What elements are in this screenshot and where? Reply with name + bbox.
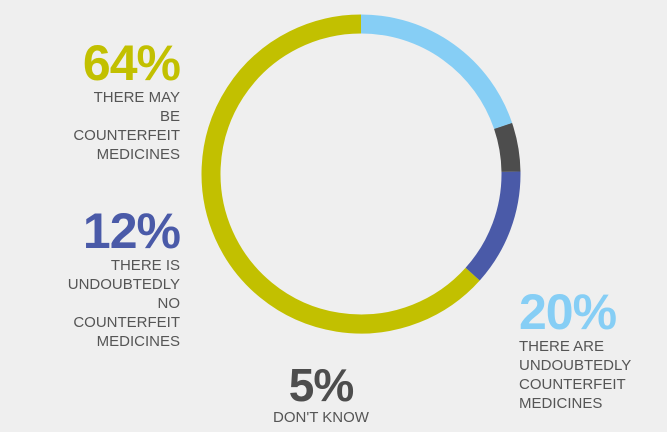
slice-undoubtedly-counterfeit [360, 14, 513, 130]
slice-dont-know [493, 122, 521, 173]
slice-may-be-counterfeit [201, 14, 480, 334]
label-dont-know: 5% DON'T KNOW [240, 362, 402, 427]
percent-dont-know: 5% [288, 359, 354, 411]
text-dont-know: DON'T KNOW [273, 409, 369, 426]
text-undoubtedly-counterfeit: THERE ARE UNDOUBTEDLY COUNTERFEIT MEDICI… [519, 338, 631, 412]
slice-no-counterfeit [465, 171, 521, 281]
text-may-be-counterfeit: THERE MAY BE COUNTERFEIT MEDICINES [73, 89, 180, 163]
percent-no-counterfeit: 12% [82, 203, 181, 259]
text-no-counterfeit: THERE IS UNDOUBTEDLY NO COUNTERFEIT MEDI… [67, 257, 180, 350]
label-no-counterfeit: 12% THERE IS UNDOUBTEDLY NO COUNTERFEIT … [0, 203, 181, 351]
label-undoubtedly-counterfeit: 20% THERE ARE UNDOUBTEDLY COUNTERFEIT ME… [519, 287, 667, 413]
percent-undoubtedly-counterfeit: 20% [519, 284, 617, 340]
percent-may-be-counterfeit: 64% [82, 35, 181, 91]
label-may-be-counterfeit: 64% THERE MAY BE COUNTERFEIT MEDICINES [0, 35, 181, 164]
